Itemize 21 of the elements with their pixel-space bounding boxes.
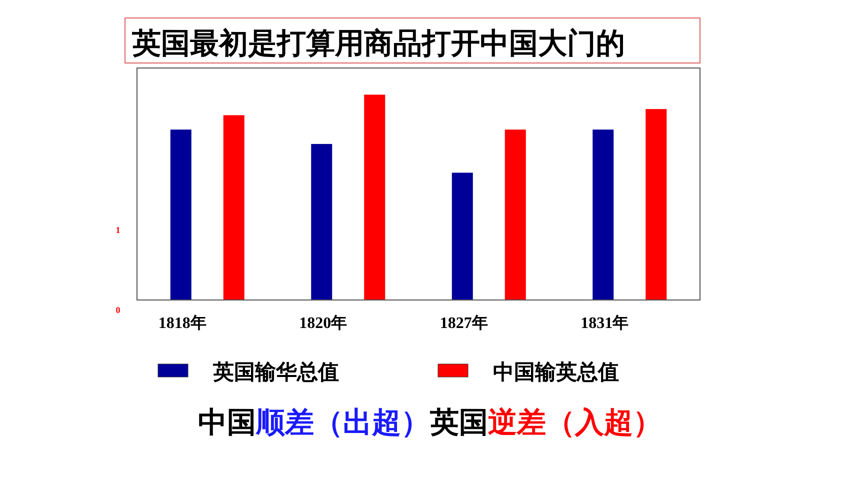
text: 顺差（出超） [255, 405, 430, 439]
bar [646, 109, 667, 300]
bar [364, 94, 386, 300]
text: 中国 [198, 405, 256, 439]
text: 1 [116, 225, 121, 235]
x-tick-label: 1831年 [580, 314, 629, 332]
bar [452, 172, 473, 300]
legend-label: 英国输华总值 [212, 360, 339, 384]
bar [504, 130, 526, 300]
text: 逆差（入超） [488, 405, 662, 439]
text: 0 [116, 305, 121, 315]
bar [223, 115, 244, 300]
chart-title: 英国最初是打算用商品打开中国大门的 [131, 26, 625, 60]
bar [170, 130, 192, 300]
bar [592, 130, 614, 300]
x-tick-label: 1827年 [440, 314, 488, 332]
x-tick-label: 1818年 [158, 314, 206, 332]
text: 英国 [429, 405, 488, 439]
legend-label: 中国输英总值 [493, 360, 619, 384]
x-tick-label: 1820年 [299, 314, 348, 332]
bar [311, 144, 332, 300]
